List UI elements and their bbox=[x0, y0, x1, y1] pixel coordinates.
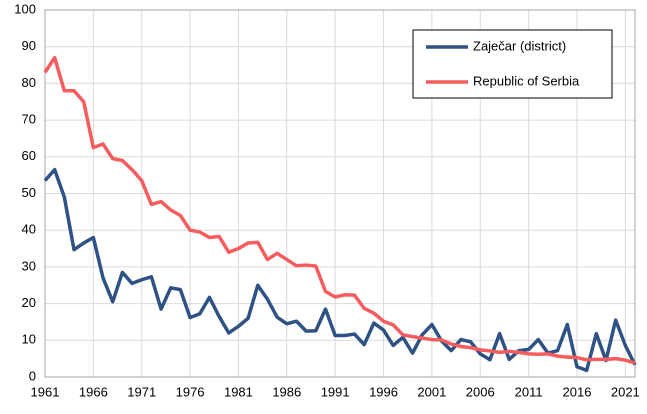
y-tick-label: 30 bbox=[22, 258, 36, 273]
x-tick-label: 2001 bbox=[417, 384, 446, 399]
x-tick-label: 1996 bbox=[369, 384, 398, 399]
x-tick-label: 2021 bbox=[611, 384, 640, 399]
x-tick-label: 1966 bbox=[79, 384, 108, 399]
legend-label: Zaječar (district) bbox=[473, 38, 566, 53]
x-tick-label: 1961 bbox=[31, 384, 60, 399]
y-tick-label: 80 bbox=[22, 75, 36, 90]
y-tick-label: 20 bbox=[22, 295, 36, 310]
series-line bbox=[43, 55, 636, 365]
y-tick-label: 70 bbox=[22, 112, 36, 127]
y-tick-label: 100 bbox=[14, 1, 36, 16]
legend-label: Republic of Serbia bbox=[473, 73, 580, 88]
series-line bbox=[43, 167, 637, 373]
x-tick-label: 2006 bbox=[466, 384, 495, 399]
x-tick-label: 1986 bbox=[272, 384, 301, 399]
y-tick-label: 10 bbox=[22, 332, 36, 347]
y-tick-label: 0 bbox=[29, 368, 36, 383]
x-tick-label: 1976 bbox=[176, 384, 205, 399]
y-tick-label: 90 bbox=[22, 38, 36, 53]
plot-border bbox=[44, 9, 636, 378]
x-tick-label: 1991 bbox=[321, 384, 350, 399]
legend-box bbox=[412, 29, 613, 99]
x-tick-label: 2016 bbox=[563, 384, 592, 399]
x-tick-label: 1981 bbox=[224, 384, 253, 399]
x-tick-label: 2011 bbox=[515, 384, 543, 399]
y-tick-label: 50 bbox=[22, 185, 36, 200]
x-tick-label: 1971 bbox=[127, 384, 156, 399]
y-tick-label: 40 bbox=[22, 222, 36, 237]
y-tick-label: 60 bbox=[22, 148, 36, 163]
